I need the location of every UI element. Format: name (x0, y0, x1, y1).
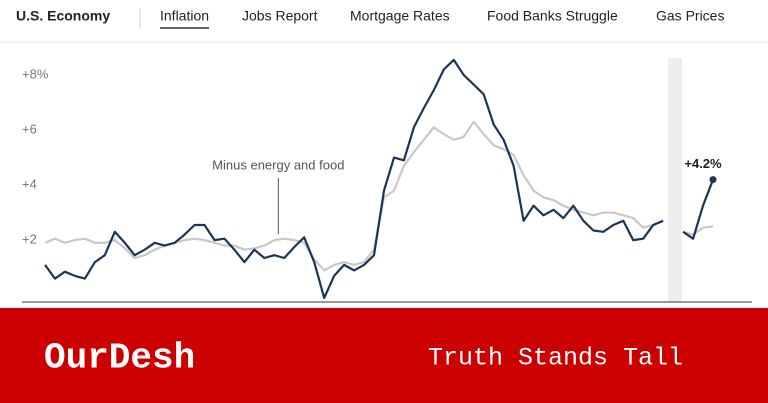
nav-link[interactable]: Jobs Report (242, 8, 318, 24)
series-line (44, 120, 714, 272)
annotation: Minus energy and food (212, 157, 344, 172)
series-line (44, 58, 715, 299)
nav-link[interactable]: Food Banks Struggle (487, 8, 618, 24)
banner (0, 308, 768, 403)
y-tick-label: +4 (22, 177, 37, 192)
nav-link[interactable]: Inflation (160, 8, 209, 24)
section-title[interactable]: U.S. Economy (16, 8, 110, 24)
y-tick-label: +6 (22, 121, 37, 136)
nav-link[interactable]: Mortgage Rates (350, 8, 450, 24)
y-tick-label: +2 (22, 232, 37, 247)
nav-link[interactable]: Gas Prices (656, 8, 724, 24)
y-tick-label: +8% (22, 66, 49, 81)
end-dot (709, 176, 717, 184)
gap-band (668, 58, 682, 302)
tagline: Truth Stands Tall (428, 344, 683, 373)
value-label: +4.2% (684, 156, 722, 171)
brand: OurDesh (44, 338, 195, 379)
